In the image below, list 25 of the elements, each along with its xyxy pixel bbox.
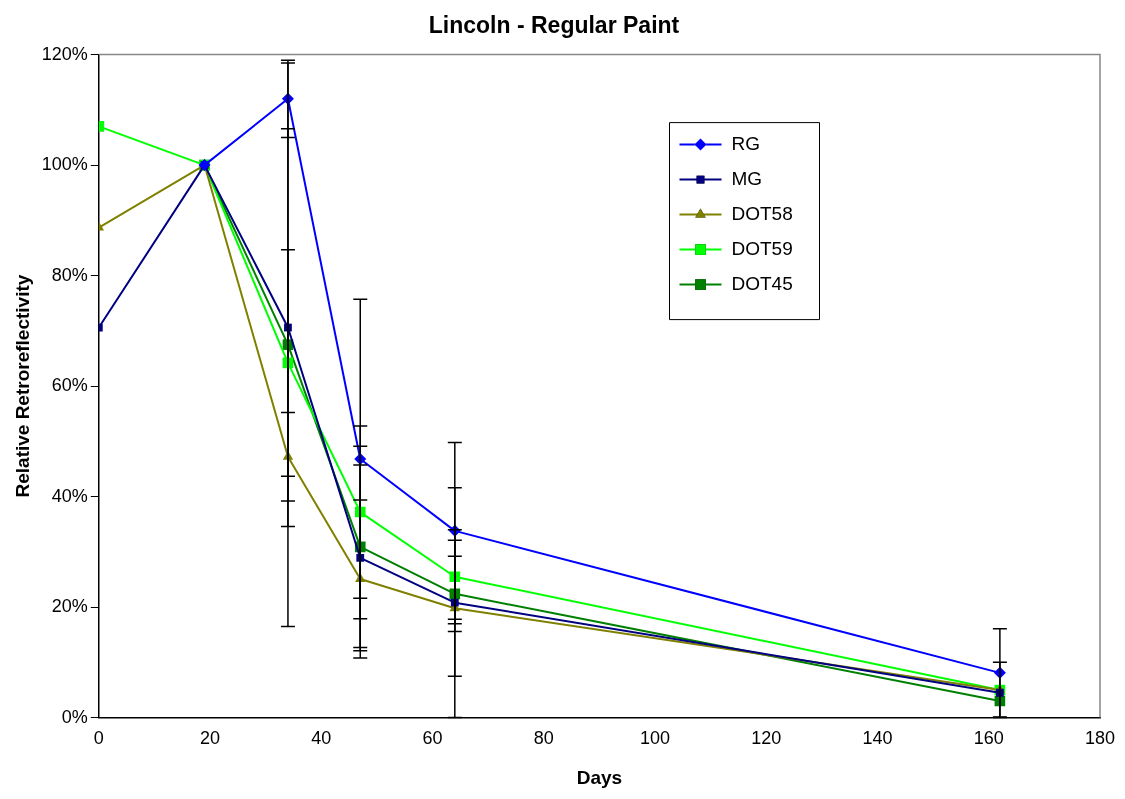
y-tick-label: 60% bbox=[51, 375, 88, 396]
x-tick-label: 160 bbox=[973, 728, 1004, 749]
x-tick-label: 0 bbox=[93, 728, 104, 749]
x-tick-label: 120 bbox=[751, 728, 782, 749]
y-tick-label: 120% bbox=[41, 43, 88, 64]
y-tick-label: 40% bbox=[51, 485, 88, 506]
y-axis-title: Relative Retroreflectivity bbox=[11, 274, 33, 498]
legend-label: MG bbox=[731, 167, 763, 189]
legend-label: DOT45 bbox=[731, 272, 793, 294]
x-axis-title: Days bbox=[576, 766, 623, 788]
x-tick-label: 80 bbox=[533, 728, 554, 749]
x-tick-label: 140 bbox=[862, 728, 893, 749]
chart-title: Lincoln - Regular Paint bbox=[428, 12, 680, 39]
x-tick-label: 180 bbox=[1084, 728, 1116, 749]
y-tick-label: 0% bbox=[61, 706, 88, 727]
legend-label: DOT58 bbox=[731, 202, 793, 224]
x-tick-label: 40 bbox=[311, 728, 332, 749]
x-tick-label: 100 bbox=[640, 728, 671, 749]
legend-label: RG bbox=[731, 132, 760, 154]
y-tick-label: 20% bbox=[51, 596, 88, 617]
y-tick-label: 80% bbox=[51, 264, 88, 285]
x-tick-label: 20 bbox=[200, 728, 221, 749]
x-tick-label: 60 bbox=[422, 728, 443, 749]
legend-label: DOT59 bbox=[731, 237, 793, 259]
y-tick-label: 100% bbox=[41, 154, 88, 175]
